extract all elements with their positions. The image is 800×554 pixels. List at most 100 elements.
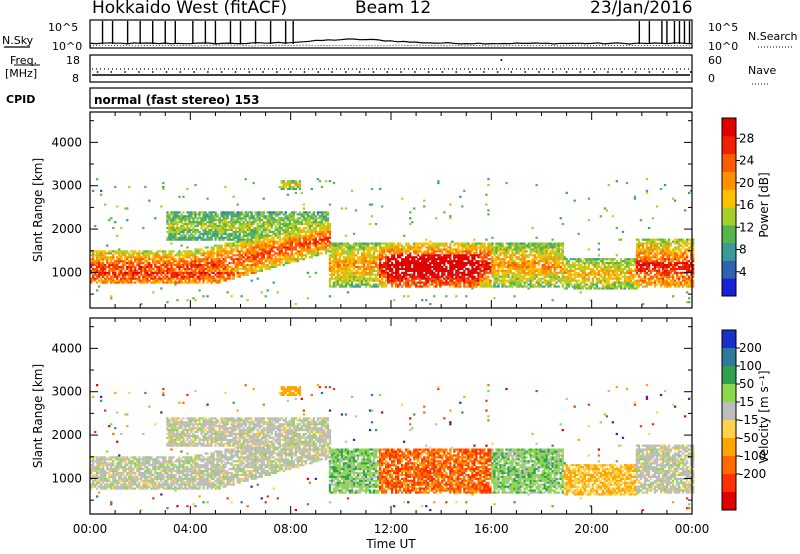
power-cell [210, 217, 213, 220]
power-cell [485, 281, 488, 284]
power-cell [362, 254, 366, 257]
power-cell [112, 279, 115, 282]
power-cell [114, 281, 117, 284]
power-cell [449, 203, 452, 206]
power-cell [258, 246, 261, 249]
power-cell [136, 254, 139, 257]
power-cell [352, 279, 356, 282]
power-cell [419, 258, 422, 261]
power-cell [473, 283, 476, 286]
power-cell [413, 271, 416, 274]
power-cell [166, 215, 169, 218]
power-cell [150, 271, 153, 274]
power-cell [551, 275, 554, 278]
power-cell [370, 256, 374, 259]
power-cell [130, 260, 133, 263]
power-cell [188, 223, 191, 226]
power-cell [290, 238, 294, 241]
power-cell [186, 219, 189, 222]
power-cell [128, 260, 131, 263]
power-cell [383, 269, 386, 272]
power-cell [352, 258, 356, 261]
power-cell [106, 281, 109, 284]
power-cell [471, 277, 474, 280]
power-cell [455, 269, 458, 272]
power-cell [399, 275, 402, 278]
power-cell [210, 236, 213, 239]
power-cell [332, 269, 336, 272]
power-cell [246, 260, 249, 263]
power-cell [529, 281, 532, 284]
power-cell [190, 236, 193, 239]
power-cell [525, 271, 528, 274]
power-cell [196, 265, 199, 269]
power-cell [465, 252, 468, 255]
power-cell [234, 254, 237, 257]
power-cell [118, 252, 121, 255]
count-tick-top-left: 10^5 [48, 21, 78, 34]
power-cell [533, 254, 536, 257]
power-cell [296, 223, 300, 226]
power-cell [136, 269, 139, 272]
power-cell [162, 254, 165, 257]
power-cell [128, 281, 131, 284]
power-cell [511, 244, 514, 247]
power-cell [549, 277, 552, 280]
power-cell [439, 242, 442, 245]
power-cell [495, 273, 498, 276]
power-cell [214, 232, 217, 235]
power-cell [96, 289, 99, 292]
power-cell [210, 213, 213, 216]
power-cell [218, 250, 221, 253]
power-cell [236, 246, 239, 249]
power-cell [521, 252, 524, 255]
power-cell [238, 226, 241, 230]
power-cell [286, 248, 290, 251]
power-cell [156, 260, 159, 263]
power-cell [374, 264, 378, 267]
power-cell [310, 232, 314, 235]
power-cell [130, 269, 133, 272]
power-cell [495, 285, 498, 288]
power-cell [308, 248, 312, 251]
power-cell [401, 264, 404, 267]
power-cell [182, 260, 185, 263]
power-cell [475, 254, 478, 257]
power-cell [515, 246, 518, 249]
power-cell [124, 258, 127, 261]
power-cell [258, 226, 261, 230]
power-cell [497, 277, 500, 280]
power-cell [318, 180, 322, 183]
power-cell [202, 281, 205, 284]
power-cell [475, 242, 478, 245]
power-cell [421, 299, 424, 302]
power-cell [336, 277, 340, 280]
power-cell [419, 262, 422, 265]
power-cell [479, 256, 482, 259]
power-cell [523, 285, 526, 288]
power-cell [425, 252, 428, 255]
power-cell [461, 273, 464, 276]
power-cell [216, 265, 219, 269]
power-cell [383, 265, 386, 269]
power-cell [559, 271, 562, 274]
power-cell [431, 246, 434, 249]
power-cell [294, 180, 298, 183]
power-cell [212, 246, 215, 249]
power-cell [362, 250, 366, 253]
power-cell [328, 226, 332, 230]
power-cell [310, 248, 314, 251]
power-cell [308, 246, 312, 249]
power-cell [92, 260, 95, 263]
power-cell [198, 265, 201, 269]
power-cell [499, 269, 502, 272]
power-cell [453, 256, 456, 259]
power-cell [344, 281, 348, 284]
power-cell [216, 230, 219, 233]
power-cell [214, 244, 217, 247]
power-cell [246, 248, 249, 251]
power-cell [385, 260, 388, 263]
power-cell [290, 232, 294, 235]
power-cell [306, 244, 310, 247]
power-cell [395, 264, 398, 267]
